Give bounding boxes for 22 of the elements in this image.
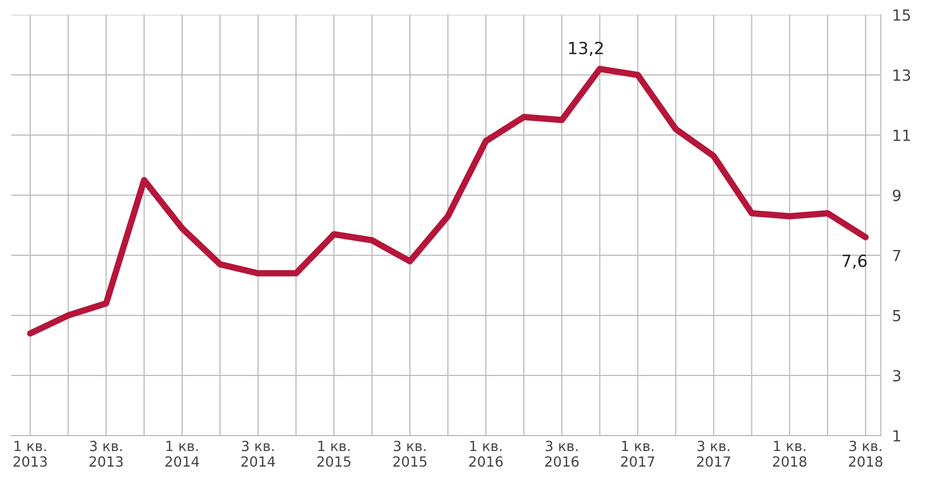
y-tick-label: 3 — [893, 370, 900, 382]
y-tick-label: 13 — [894, 69, 910, 81]
data-label: 13,2 — [569, 42, 603, 56]
x-tick-label: 1 кв. 2018 — [772, 440, 806, 467]
x-tick-label: 1 кв. 2017 — [621, 440, 654, 467]
y-tick-label: 11 — [894, 130, 910, 141]
y-tick-label: 5 — [893, 310, 900, 322]
x-tick-label: 3 кв. 2018 — [848, 440, 882, 467]
x-tick-label: 3 кв. 2016 — [545, 440, 579, 467]
y-tick-label: 9 — [892, 190, 901, 202]
x-tick-label: 3 кв. 2013 — [89, 440, 123, 467]
x-tick-label: 3 кв. 2014 — [241, 440, 275, 467]
x-tick-label: 1 кв. 2015 — [317, 440, 350, 467]
y-tick-label: 15 — [894, 10, 910, 21]
x-tick-label: 1 кв. 2016 — [469, 440, 503, 467]
x-tick-label: 1 кв. 2014 — [165, 440, 199, 467]
x-tick-label: 1 кв. 2013 — [14, 440, 47, 467]
x-tick-label: 3 кв. 2017 — [697, 440, 730, 467]
y-tick-label: 7 — [893, 250, 900, 262]
y-tick-label: 1 — [894, 430, 900, 442]
data-label: 7,6 — [842, 254, 867, 269]
x-tick-label: 3 кв. 2015 — [393, 440, 426, 467]
